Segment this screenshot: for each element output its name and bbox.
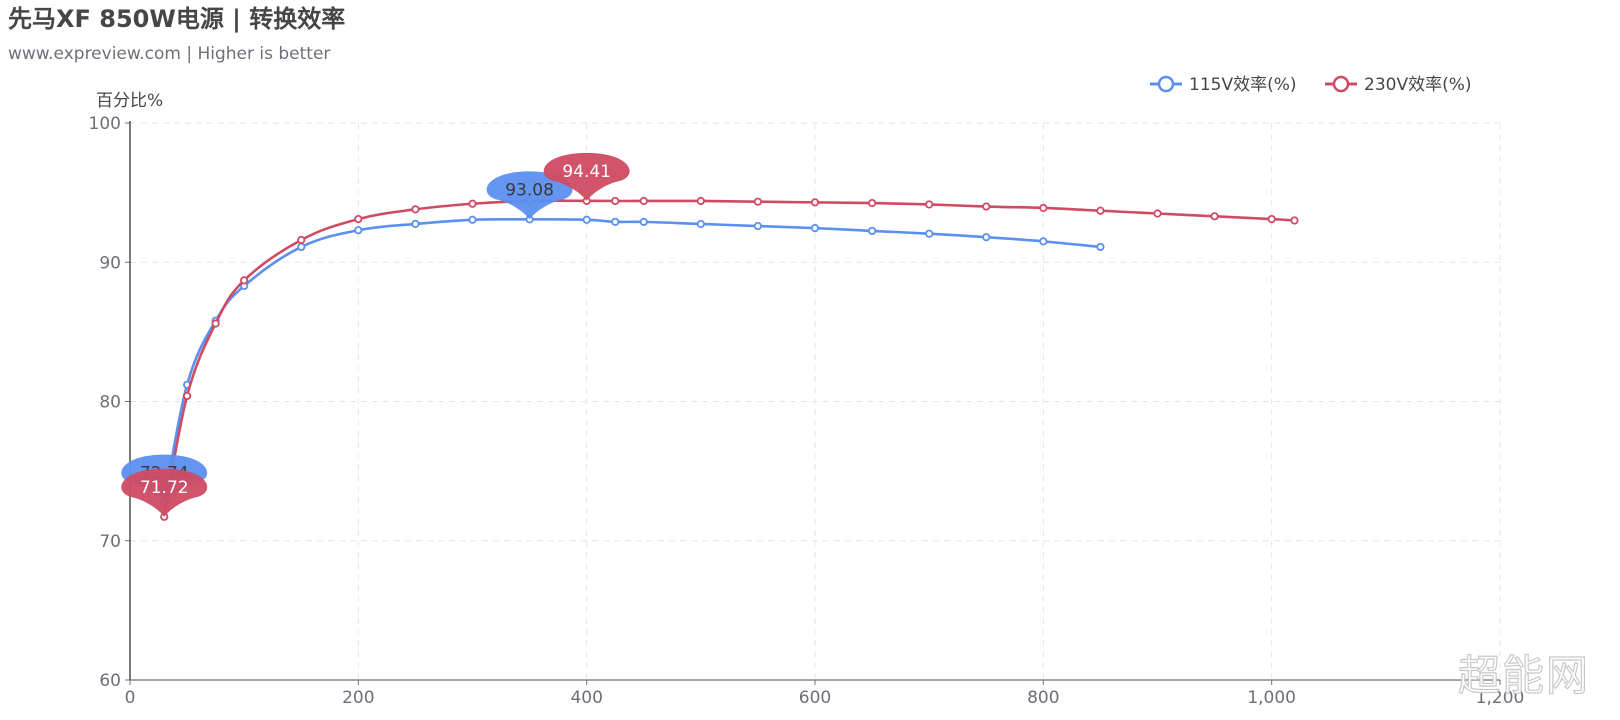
grid bbox=[130, 122, 1501, 680]
series-layer bbox=[160, 196, 1299, 521]
marker-pin-max: 93.08 bbox=[486, 171, 573, 220]
data-point bbox=[211, 319, 220, 328]
x-tick-label: 1,200 bbox=[1476, 688, 1525, 708]
data-point bbox=[1096, 206, 1105, 215]
x-tick-label: 800 bbox=[1027, 688, 1059, 708]
x-tick-label: 0 bbox=[125, 688, 136, 708]
data-point bbox=[1290, 216, 1299, 225]
data-point bbox=[582, 215, 591, 224]
data-point bbox=[1153, 209, 1162, 218]
data-point bbox=[867, 198, 877, 208]
pin-shape bbox=[121, 468, 208, 517]
data-point bbox=[925, 200, 934, 209]
y-tick-label: 60 bbox=[99, 671, 121, 691]
legend-symbol bbox=[1157, 75, 1175, 93]
data-point bbox=[696, 219, 705, 229]
legend-item-2[interactable]: 230V效率(%) bbox=[1325, 75, 1472, 95]
data-point bbox=[240, 276, 249, 285]
x-tick-label: 600 bbox=[799, 688, 831, 708]
series-2 bbox=[160, 196, 1299, 521]
data-point bbox=[354, 214, 363, 224]
x-tick-label: 200 bbox=[342, 688, 374, 708]
x-tick-label: 400 bbox=[570, 688, 602, 708]
y-tick-label: 100 bbox=[89, 114, 121, 134]
data-point bbox=[1267, 214, 1276, 224]
data-point bbox=[1039, 237, 1048, 246]
data-point bbox=[297, 242, 306, 252]
data-point bbox=[639, 196, 648, 206]
series-line bbox=[162, 199, 1295, 518]
axes: 60 70 80 90 100 0 200 400 600 800 1,000 1,200 bbox=[89, 114, 1525, 708]
legend-label: 230V效率(%) bbox=[1364, 75, 1472, 95]
pin-shape bbox=[543, 152, 630, 201]
x-tick-label: 1,000 bbox=[1247, 688, 1296, 708]
data-point bbox=[411, 219, 420, 229]
y-axis-label: 百分比% bbox=[96, 91, 163, 111]
legend-label: 115V效率(%) bbox=[1189, 75, 1297, 95]
legend-item-1[interactable]: 115V效率(%) bbox=[1150, 75, 1297, 95]
data-point bbox=[1096, 242, 1105, 252]
data-point bbox=[753, 221, 763, 231]
data-point bbox=[611, 217, 620, 226]
y-tick-label: 80 bbox=[99, 393, 121, 413]
data-point bbox=[611, 196, 620, 206]
data-point bbox=[354, 226, 363, 235]
marker-pin-min: 71.72 bbox=[121, 468, 208, 517]
y-tick-label: 70 bbox=[99, 532, 121, 552]
data-point bbox=[182, 391, 192, 401]
data-point bbox=[810, 198, 820, 207]
data-point bbox=[1210, 212, 1219, 221]
data-point bbox=[753, 197, 763, 206]
data-point bbox=[468, 215, 477, 224]
data-point bbox=[925, 229, 934, 238]
data-point bbox=[696, 196, 705, 206]
pin-value-label: 93.08 bbox=[505, 180, 554, 200]
data-point bbox=[982, 233, 991, 242]
chart-title: 先马XF 850W电源 | 转换效率 bbox=[8, 5, 345, 33]
chart-subtitle: www.expreview.com | Higher is better bbox=[8, 44, 330, 64]
data-point bbox=[810, 224, 820, 233]
marker-pin-max: 94.41 bbox=[543, 152, 630, 201]
data-point bbox=[639, 217, 648, 226]
watermark: 超能网 bbox=[1458, 651, 1590, 700]
y-tick-label: 90 bbox=[99, 253, 121, 273]
series-1 bbox=[160, 215, 1105, 507]
data-point bbox=[1039, 203, 1048, 213]
data-point bbox=[297, 235, 306, 245]
legend[interactable]: 115V效率(%) 230V效率(%) bbox=[1150, 75, 1472, 95]
data-point bbox=[867, 226, 877, 236]
pin-value-label: 94.41 bbox=[562, 162, 611, 182]
data-point bbox=[468, 199, 477, 208]
pin-shape bbox=[486, 171, 573, 220]
legend-symbol bbox=[1332, 75, 1350, 93]
pin-value-label: 71.72 bbox=[140, 478, 189, 498]
data-point bbox=[982, 202, 991, 211]
data-point bbox=[411, 205, 420, 214]
